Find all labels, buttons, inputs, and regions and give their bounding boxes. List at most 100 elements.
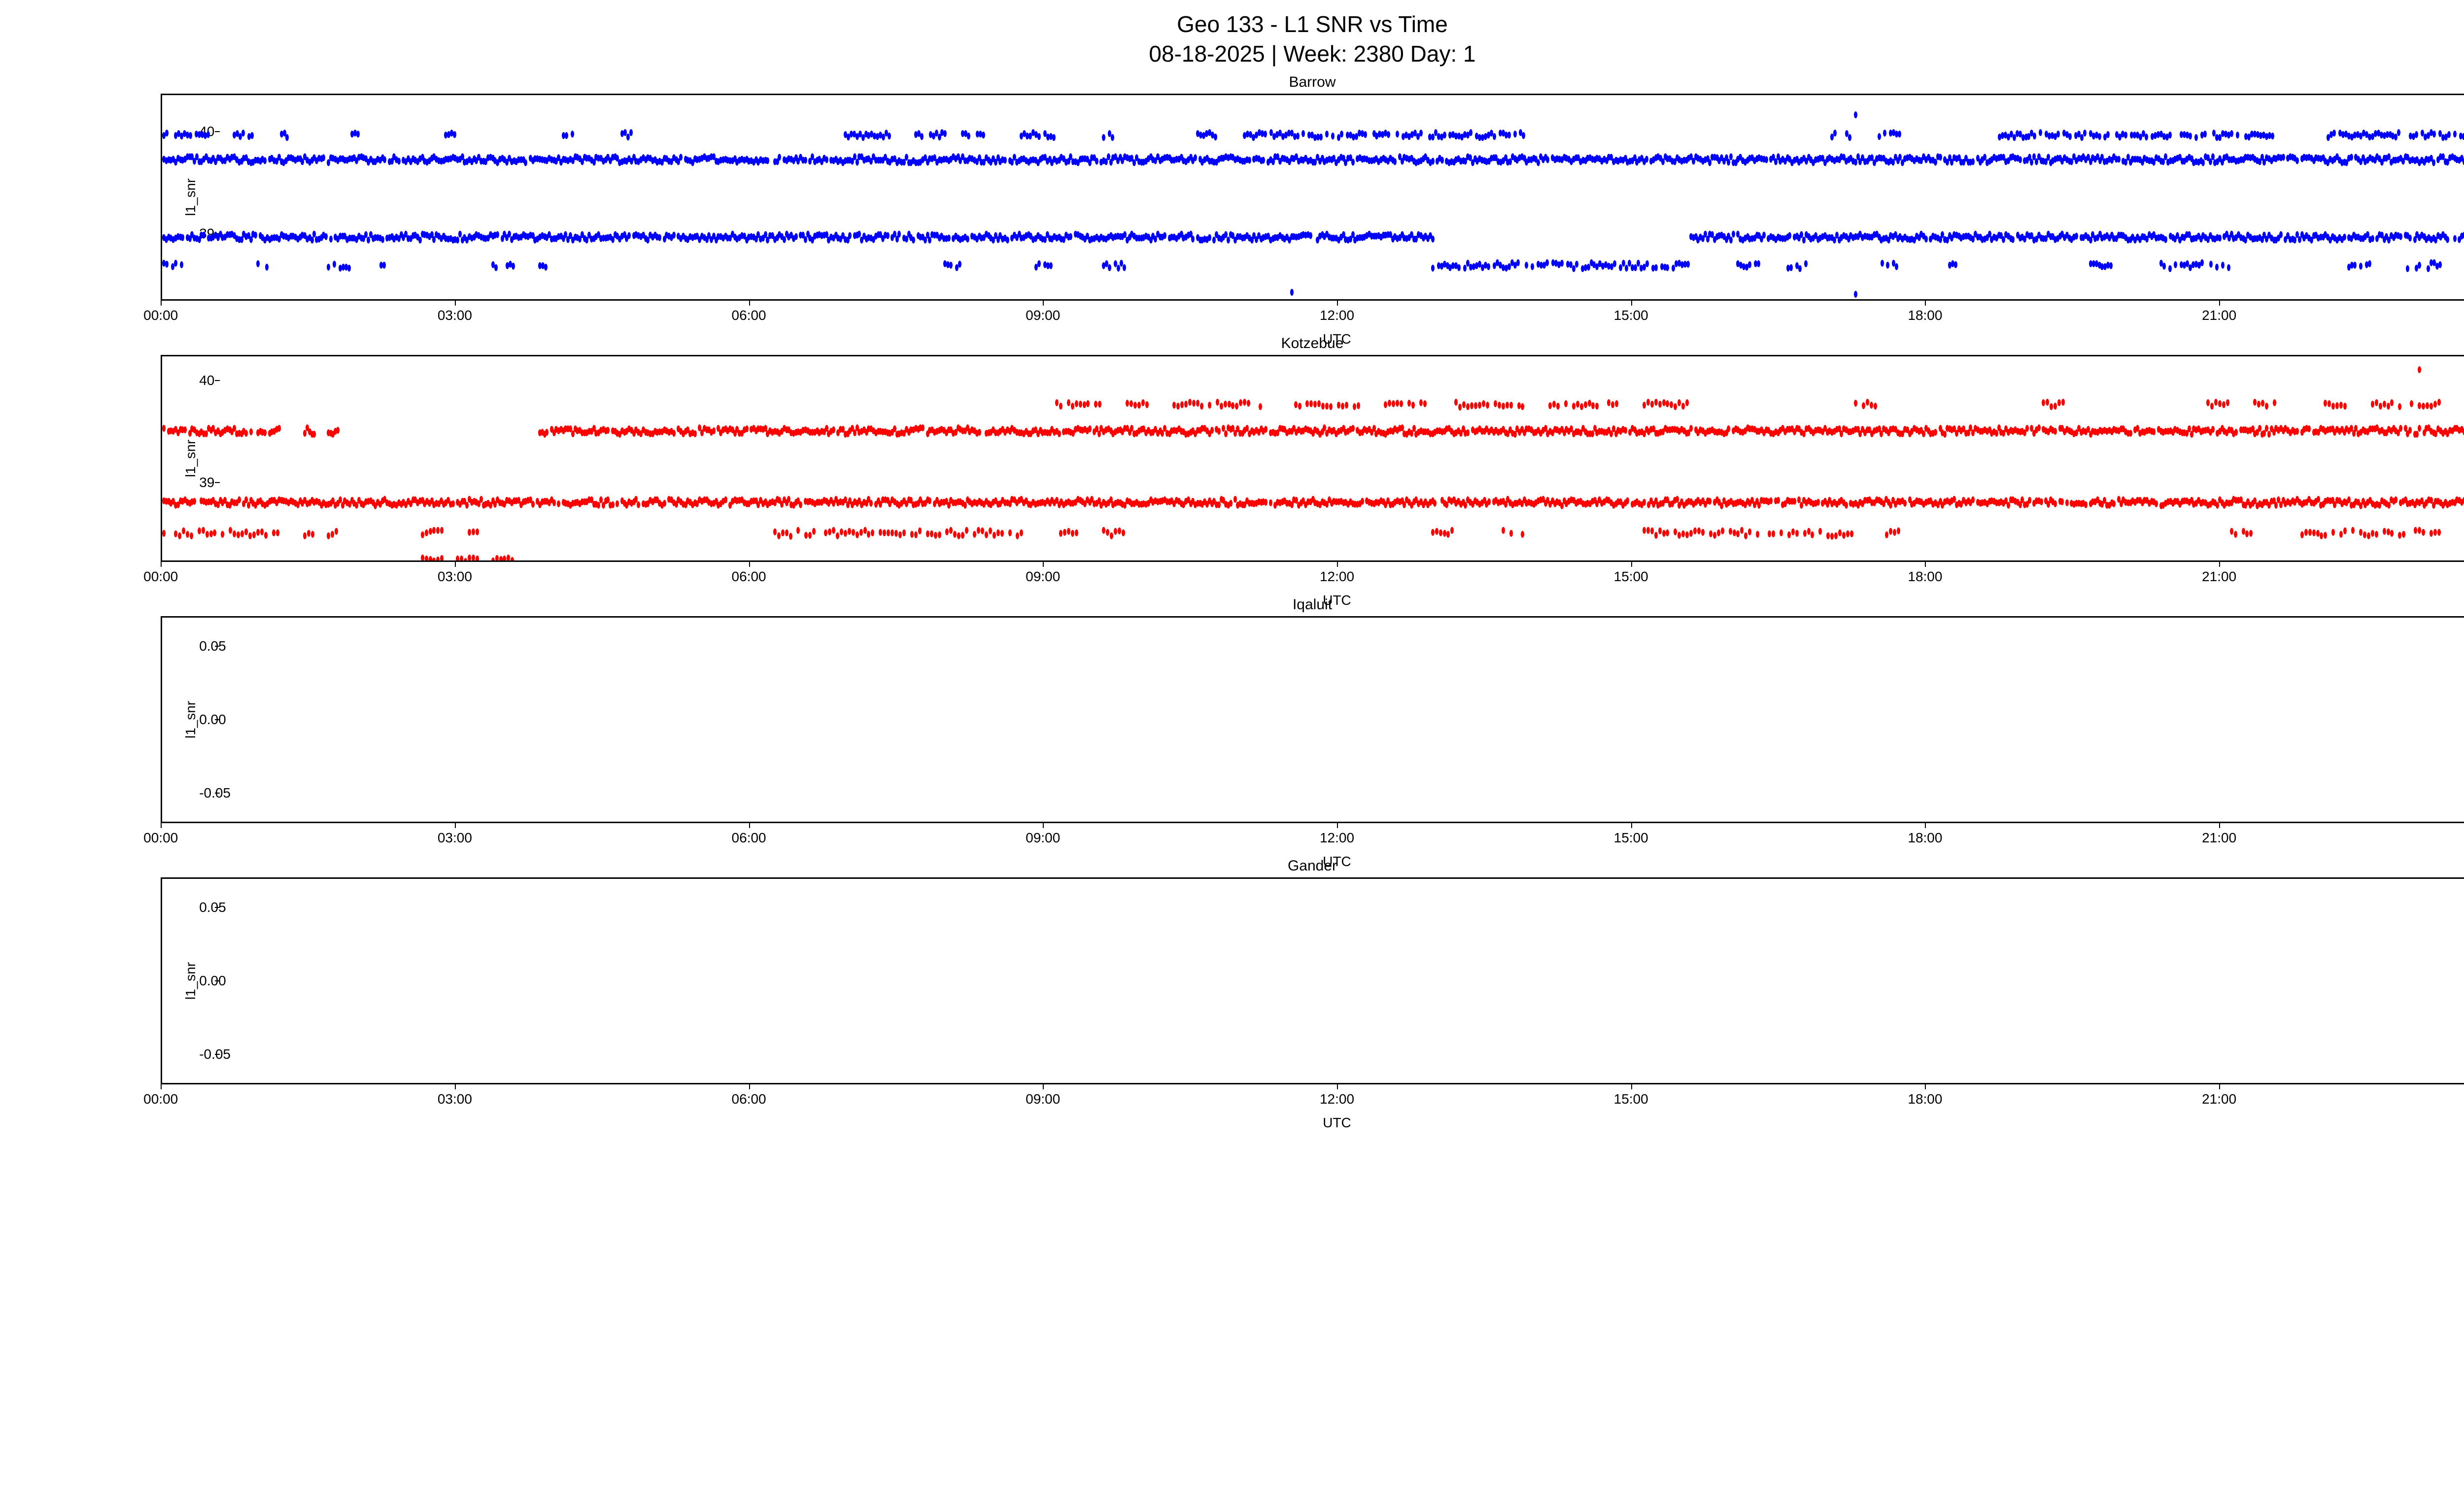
plot-area-kotzebue[interactable]: l1_snr 40 39 (161, 355, 2464, 562)
scatter-point (1208, 402, 1211, 409)
scatter-point (2221, 262, 2224, 269)
scatter-point (2343, 403, 2347, 410)
scatter-point (886, 232, 890, 239)
scatter-point (1466, 429, 1470, 436)
scatter-point (1423, 400, 1427, 407)
scatter-point (178, 532, 181, 539)
scatter-point (418, 237, 422, 243)
scatter-point (209, 530, 213, 537)
scatter-point (1228, 401, 1231, 408)
scatter-point (565, 132, 568, 139)
scatter-point (381, 236, 384, 243)
scatter-point (2375, 531, 2378, 538)
scatter-point (938, 531, 941, 538)
xtick-label: 00:00 (143, 569, 178, 585)
scatter-point (1736, 530, 1740, 537)
scatter-point (1666, 400, 1669, 407)
scatter-point (626, 134, 630, 140)
scatter-point (1319, 134, 1323, 140)
plot-area-barrow[interactable]: l1_snr 40 39 (161, 94, 2464, 301)
scatter-point (799, 501, 802, 508)
scatter-point (1313, 401, 1317, 408)
scatter-point (2230, 130, 2233, 137)
scatter-point (1469, 129, 1472, 136)
scatter-point (1591, 402, 1595, 409)
scatter-point (825, 156, 828, 163)
subplot-kotzebue: Kotzebue l1_snr 40 39 00:00 03:00 06:00 09:… (106, 335, 2464, 591)
scatter-point (828, 528, 831, 535)
scatter-point (1874, 403, 1877, 410)
scatter-point (679, 154, 683, 161)
xtick-label: 06:00 (732, 1091, 766, 1107)
scatter-point (2155, 500, 2158, 507)
scatter-point (2025, 425, 2029, 432)
scatter-point (2279, 231, 2283, 238)
scatter-point (1262, 157, 1265, 164)
scatter-point (1419, 399, 1423, 406)
scatter-point (2453, 235, 2457, 242)
scatter-point (499, 556, 503, 561)
scatter-point (945, 528, 949, 535)
scatter-point (1122, 529, 1125, 536)
scatter-point (1878, 133, 1881, 140)
scatter-point (2320, 532, 2323, 539)
xtick-label: 09:00 (1026, 1091, 1060, 1107)
scatter-point (1971, 496, 1975, 503)
scatter-point (2304, 529, 2308, 536)
xtick-label: 21:00 (2202, 569, 2236, 585)
scatter-point (1658, 401, 1662, 408)
plot-area-iqaluit[interactable]: l1_snr 0.05 0.00 -0.05 (161, 616, 2464, 823)
scatter-point (1898, 131, 1901, 138)
scatter-point (1791, 528, 1795, 535)
scatter-point (237, 531, 240, 538)
yaxis-label-gander: l1_snr (183, 962, 199, 999)
scatter-point (336, 427, 340, 434)
scatter-point (894, 530, 898, 537)
xtick-label: 12:00 (1320, 830, 1354, 846)
scatter-point (1224, 430, 1228, 437)
scatter-point (1708, 498, 1711, 505)
scatter-point (1264, 426, 1267, 433)
scatter-point (198, 527, 201, 534)
scatter-point (1123, 264, 1126, 271)
scatter-point (2343, 234, 2346, 241)
scatter-point (1227, 237, 1230, 243)
plot-area-gander[interactable]: l1_snr 0.05 0.00 -0.05 (161, 877, 2464, 1084)
scatter-point (552, 499, 556, 506)
scatter-point (1494, 400, 1497, 407)
scatter-point (1214, 134, 1217, 140)
xtick-label: 15:00 (1614, 569, 1648, 585)
xaxis-row-iqaluit: 00:00 03:00 06:00 09:00 12:00 15:00 18:00 21:00… (161, 823, 2464, 853)
scatter-point (794, 233, 798, 240)
scatter-point (848, 528, 851, 535)
scatter-point (1431, 158, 1435, 165)
scatter-point (856, 531, 859, 538)
scatter-point (2398, 403, 2401, 410)
scatter-point (531, 501, 535, 508)
scatter-point (611, 501, 615, 508)
scatter-point (963, 502, 967, 509)
scatter-point (2327, 400, 2331, 407)
scatter-point (1217, 501, 1221, 508)
scatter-point (2295, 428, 2299, 435)
scatter-point (1141, 399, 1145, 406)
scatter-point (1658, 527, 1662, 534)
scatter-point (1194, 154, 1197, 161)
scatter-point (958, 261, 961, 268)
scatter-point (2028, 497, 2031, 504)
scatter-point (1208, 234, 1211, 241)
scatter-point (2324, 532, 2327, 539)
scatter-point (2227, 264, 2230, 271)
scatter-point (193, 498, 196, 505)
scatter-point (867, 531, 870, 538)
scatter-point (1768, 530, 1771, 537)
scatter-point (1545, 259, 1549, 266)
scatter-point (1094, 401, 1097, 408)
scatter-point (1765, 156, 1768, 163)
scatter-point (1693, 527, 1697, 534)
scatter-point (2339, 531, 2343, 538)
scatter-point (252, 531, 256, 538)
scatter-point (1419, 130, 1423, 137)
scatter-point (1439, 529, 1442, 536)
scatter-point (1392, 400, 1395, 407)
